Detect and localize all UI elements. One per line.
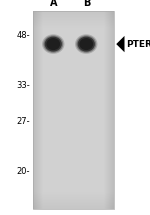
Text: 48-: 48-: [16, 31, 30, 40]
Polygon shape: [116, 36, 124, 52]
Text: 27-: 27-: [16, 117, 30, 126]
Ellipse shape: [43, 35, 63, 53]
Bar: [33, 11, 114, 209]
Text: 20-: 20-: [16, 167, 30, 177]
Text: PTER: PTER: [126, 40, 150, 49]
Ellipse shape: [75, 34, 98, 54]
Ellipse shape: [76, 35, 96, 53]
Ellipse shape: [42, 34, 64, 54]
Ellipse shape: [79, 38, 93, 50]
Text: A: A: [50, 0, 58, 8]
Text: B: B: [83, 0, 91, 8]
Ellipse shape: [78, 37, 95, 52]
Ellipse shape: [45, 37, 62, 52]
Text: 33-: 33-: [16, 81, 30, 91]
Ellipse shape: [46, 38, 60, 50]
